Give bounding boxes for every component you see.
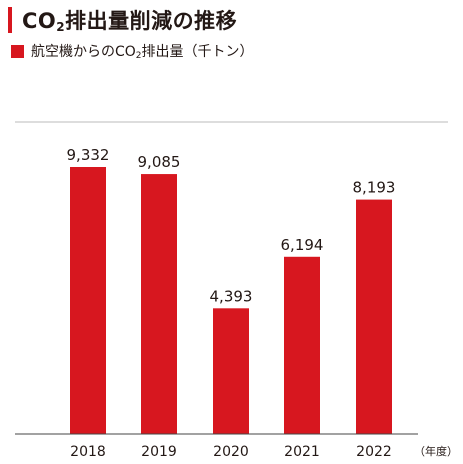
data-label-2019: 9,085 xyxy=(138,153,181,171)
x-tick-label-2020: 2020 xyxy=(213,444,249,460)
bar-2018 xyxy=(70,167,106,434)
legend: 航空機からのCO2排出量（千トン） xyxy=(11,41,254,61)
data-label-2020: 4,393 xyxy=(210,287,253,305)
bar-2020 xyxy=(213,308,249,434)
data-label-2022: 8,193 xyxy=(353,179,396,197)
title-accent-bar xyxy=(8,7,12,33)
x-axis-unit-label: （年度） xyxy=(414,444,458,458)
legend-swatch xyxy=(11,44,24,58)
x-tick-label-2019: 2019 xyxy=(141,444,177,460)
x-tick-label-2022: 2022 xyxy=(356,444,392,460)
bar-2021 xyxy=(284,256,320,434)
data-label-2021: 6,194 xyxy=(281,236,324,254)
data-label-2018: 9,332 xyxy=(67,146,110,164)
bar-2019 xyxy=(141,174,177,435)
chart-title: CO2排出量削減の推移 xyxy=(8,6,237,34)
title-text: CO2排出量削減の推移 xyxy=(22,9,238,34)
legend-label: 航空機からのCO2排出量（千トン） xyxy=(31,44,254,61)
bar-2022 xyxy=(356,199,392,434)
x-tick-label-2018: 2018 xyxy=(70,444,106,460)
x-tick-label-2021: 2021 xyxy=(284,444,320,460)
